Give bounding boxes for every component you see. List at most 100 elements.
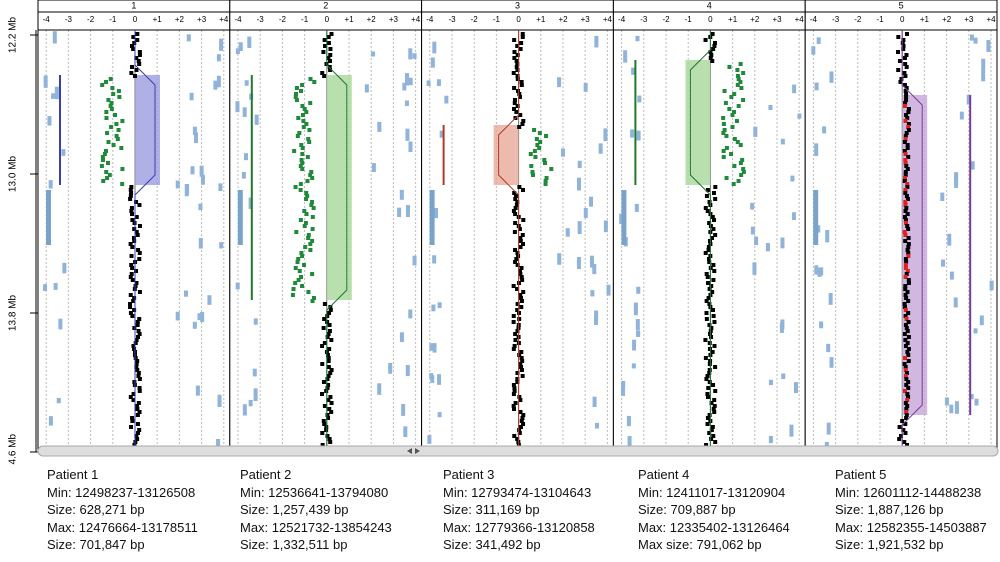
probe-point: [903, 89, 908, 93]
probe-point: [131, 398, 136, 402]
probe-point: [135, 437, 140, 441]
probe-point: [514, 194, 519, 198]
gene-block: [979, 315, 984, 326]
gene-block: [199, 165, 204, 177]
probe-point: [902, 83, 907, 87]
probe-point: [108, 104, 113, 108]
gene-block: [408, 48, 413, 60]
gene-block: [797, 113, 802, 119]
gene-block: [254, 114, 259, 125]
probe-point: [905, 350, 910, 354]
probe-point: [904, 260, 909, 264]
probe-point: [521, 413, 526, 417]
gene-block: [822, 126, 827, 134]
probe-point: [512, 107, 517, 111]
patient-detail: Max: 12476664-13178511: [47, 519, 198, 535]
probe-point: [898, 80, 903, 84]
probe-point: [517, 185, 522, 189]
x-tick-label: -3: [65, 15, 73, 24]
probe-point: [290, 293, 295, 297]
probe-point: [132, 74, 137, 78]
probe-point: [899, 77, 904, 81]
probe-point: [705, 374, 710, 378]
aberration-region: [135, 75, 160, 185]
x-tick-label: +4: [411, 15, 421, 24]
gene-block: [405, 73, 410, 86]
probe-point: [136, 371, 141, 375]
probe-point: [327, 323, 332, 327]
gene-block: [200, 174, 205, 185]
gene-block: [377, 383, 382, 395]
probe-point: [902, 56, 907, 60]
probe-point: [131, 392, 136, 396]
gene-block: [248, 399, 253, 407]
probe-point: [735, 119, 740, 123]
probe-point: [297, 131, 302, 135]
probe-point: [712, 41, 717, 45]
gene-block: [814, 82, 819, 91]
probe-point: [732, 164, 737, 168]
probe-point: [903, 275, 908, 279]
probe-point: [724, 146, 729, 150]
probe-point: [512, 56, 517, 60]
probe-point: [905, 341, 910, 345]
probe-point: [902, 104, 907, 108]
gene-block: [969, 393, 974, 400]
probe-point: [304, 212, 309, 216]
probe-point: [519, 266, 524, 270]
trend-line: [689, 30, 711, 452]
probe-point: [901, 44, 906, 48]
gene-block: [959, 111, 964, 120]
probe-point: [904, 413, 909, 417]
probe-point: [513, 260, 518, 264]
probe-point: [902, 149, 907, 153]
probe-point: [521, 422, 526, 426]
probe-point: [905, 404, 910, 408]
gene-block: [429, 373, 434, 379]
probe-point: [326, 359, 331, 363]
probe-point: [533, 155, 538, 159]
gene-block: [636, 130, 641, 141]
gene-block: [427, 435, 432, 444]
probe-point: [710, 290, 715, 294]
gene-block: [404, 100, 409, 107]
probe-point: [512, 230, 517, 234]
probe-point: [329, 401, 334, 405]
segment-bar: [46, 190, 51, 245]
gene-block: [43, 284, 48, 291]
gene-block: [637, 95, 642, 103]
probe-point: [320, 71, 325, 75]
probe-point: [740, 158, 745, 162]
probe-point: [135, 359, 140, 363]
probe-point: [904, 272, 909, 276]
probe-point: [905, 146, 910, 150]
gene-block: [594, 35, 599, 48]
x-tick-label: -2: [279, 15, 287, 24]
probe-point: [904, 416, 909, 420]
probe-point: [904, 65, 909, 69]
patient-name: Patient 4: [638, 467, 690, 482]
probe-point: [134, 434, 139, 438]
gene-block: [954, 401, 959, 414]
probe-point: [520, 233, 525, 237]
probe-point: [132, 380, 137, 384]
gene-block: [197, 313, 202, 321]
probe-point: [905, 248, 910, 252]
probe-point: [705, 422, 710, 426]
gene-block: [750, 226, 755, 235]
probe-point: [903, 119, 908, 123]
patient-detail: Max: 12521732-13854243: [240, 519, 392, 535]
x-tick-label: -1: [301, 15, 309, 24]
probe-point: [543, 161, 548, 165]
patient-detail: Min: 12601112-14488238: [835, 484, 982, 500]
probe-point: [903, 368, 908, 372]
gene-block: [238, 42, 243, 52]
probe-point: [131, 236, 136, 240]
probe-point: [312, 80, 317, 84]
probe-point: [712, 218, 717, 222]
probe-point: [710, 350, 715, 354]
probe-point: [513, 206, 518, 210]
x-tick-label: -1: [493, 15, 501, 24]
panel-frame: [804, 11, 998, 453]
gene-block: [56, 397, 61, 404]
